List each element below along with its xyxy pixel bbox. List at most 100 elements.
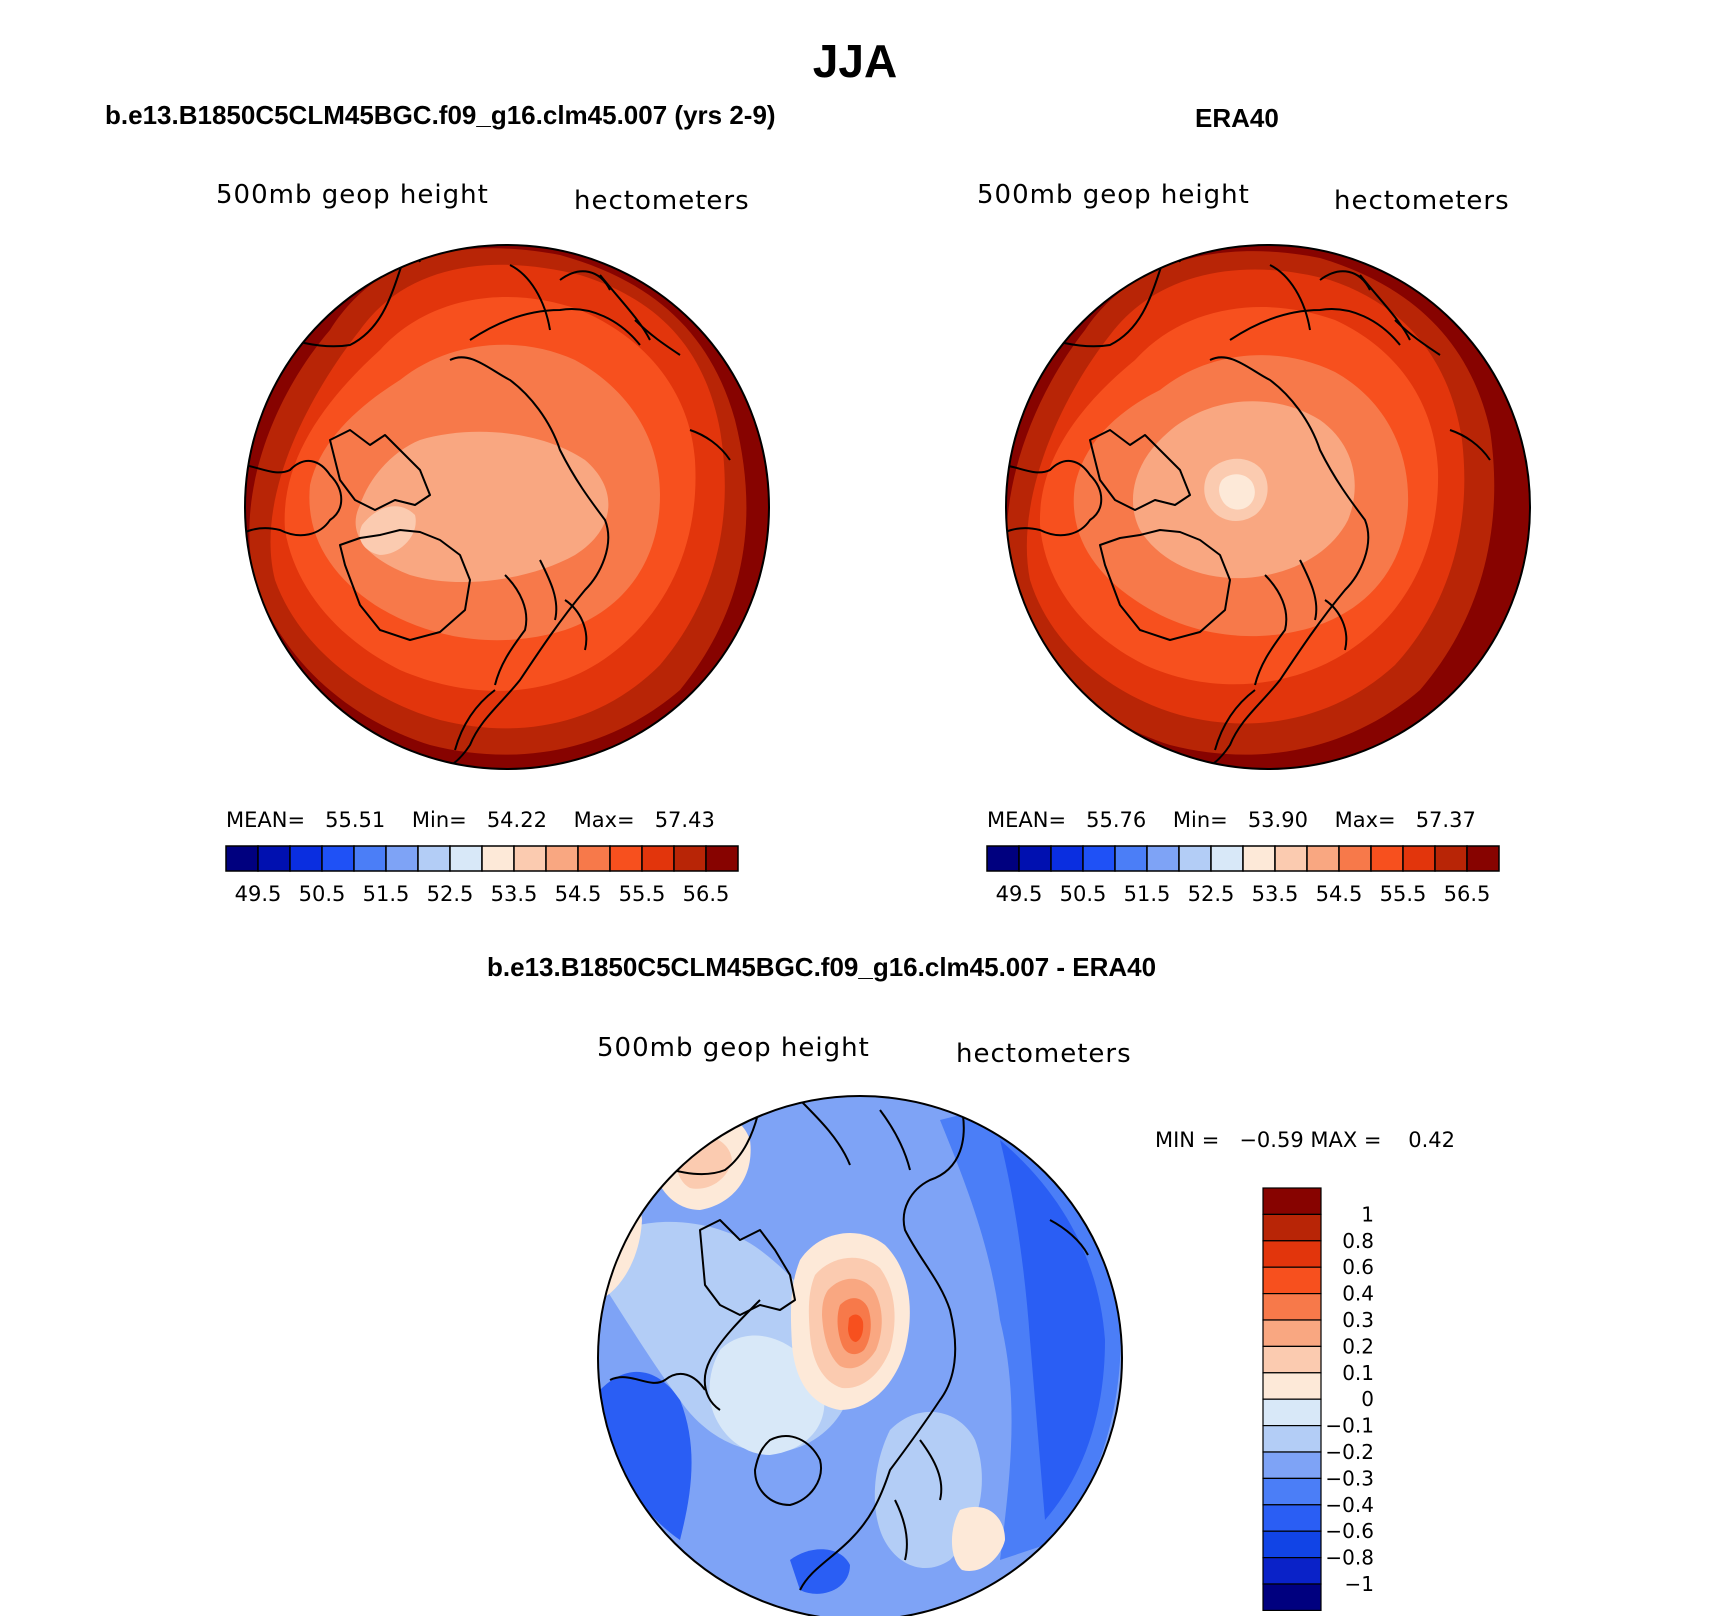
panel3-colorbar-box bbox=[1262, 1292, 1322, 1321]
panel1-colorbar-box bbox=[481, 845, 515, 872]
panel2-variable-label: 500mb geop height bbox=[977, 180, 1250, 210]
panel2-colorbar-tick-label: 49.5 bbox=[996, 882, 1043, 906]
panel1-colorbar-tick-label: 52.5 bbox=[427, 882, 474, 906]
panel1-colorbar-box bbox=[353, 845, 387, 872]
panel1-colorbar-tick-label: 49.5 bbox=[235, 882, 282, 906]
panel2-max-value: 57.37 bbox=[1415, 808, 1476, 832]
panel3-contour-fill bbox=[598, 1096, 1122, 1616]
panel3-stats: MIN = −0.59 MAX = 0.42 bbox=[1155, 1128, 1455, 1152]
panel3-coastlines bbox=[609, 1099, 1089, 1591]
panel2-colorbar-box bbox=[1242, 845, 1276, 872]
panel1-colorbar-box bbox=[609, 845, 643, 872]
panel1-colorbar-tick-label: 53.5 bbox=[491, 882, 538, 906]
panel1-colorbar-tick-label: 56.5 bbox=[683, 882, 730, 906]
panel1-max-label: Max= bbox=[573, 808, 635, 832]
panel2-min-value: 53.90 bbox=[1247, 808, 1308, 832]
panel2-colorbar-box bbox=[1018, 845, 1052, 872]
panel2-colorbar-tick-label: 53.5 bbox=[1252, 882, 1299, 906]
panel2-map bbox=[1005, 244, 1531, 770]
panel2-colorbar-box bbox=[1050, 845, 1084, 872]
panel2-coastlines bbox=[1006, 254, 1491, 769]
panel1-mean-label: MEAN= bbox=[226, 808, 306, 832]
panel1-colorbar-box bbox=[385, 845, 419, 872]
panel1-colorbar-tick-label: 55.5 bbox=[619, 882, 666, 906]
panel2-colorbar-box bbox=[1178, 845, 1212, 872]
panel1-colorbar-box bbox=[577, 845, 611, 872]
panel3-colorbar-box bbox=[1262, 1583, 1322, 1611]
panel1-case-title: b.e13.B1850C5CLM45BGC.f09_g16.clm45.007 … bbox=[105, 100, 776, 130]
panel3-colorbar-tick-label: 0.4 bbox=[1342, 1282, 1374, 1306]
panel2-colorbar-box bbox=[1306, 845, 1340, 872]
panel3-variable-label: 500mb geop height bbox=[597, 1033, 870, 1063]
panel1-map-border bbox=[244, 244, 770, 770]
panel3-case-title: b.e13.B1850C5CLM45BGC.f09_g16.clm45.007 … bbox=[487, 952, 1157, 982]
panel2-colorbar-box bbox=[1338, 845, 1372, 872]
panel1-colorbar-box bbox=[673, 845, 707, 872]
panel3-colorbar-tick-label: 0.3 bbox=[1342, 1308, 1374, 1332]
panel2-mean-label: MEAN= bbox=[987, 808, 1067, 832]
panel3-colorbar: 1 0.80.6 0.40.30.2 0.10 −0.1−0.2−0.3 −0.4−0.6… bbox=[1262, 1187, 1374, 1611]
panel1-colorbar-tick-label: 54.5 bbox=[555, 882, 602, 906]
panel3-colorbar-box bbox=[1262, 1266, 1322, 1295]
panel3-colorbar-tick-label: −0.2 bbox=[1325, 1440, 1374, 1464]
panel2-colorbar-tick-label: 54.5 bbox=[1316, 882, 1363, 906]
panel3-map bbox=[597, 1095, 1123, 1616]
panel1-min-value: 54.22 bbox=[486, 808, 547, 832]
panel1-colorbar-box bbox=[321, 845, 355, 872]
panel2-map-border bbox=[1005, 244, 1531, 770]
panel1-contour-fill bbox=[245, 245, 769, 769]
panel3-colorbar-box bbox=[1262, 1451, 1322, 1479]
panel3-colorbar-box bbox=[1262, 1345, 1322, 1374]
panel3-colorbar-tick-label: 0 bbox=[1361, 1387, 1374, 1411]
panel1-min-label: Min= bbox=[411, 808, 467, 832]
panel1-colorbar-box bbox=[513, 845, 547, 872]
panel3-level-0.1-south bbox=[951, 1506, 1005, 1571]
panel2-level-53.5 bbox=[1219, 474, 1255, 510]
panel2-colorbar-box bbox=[1434, 845, 1468, 872]
panel1-colorbar-box bbox=[449, 845, 483, 872]
panel3-level-minus-0.4-west bbox=[600, 1371, 692, 1540]
panel1-colorbar-tick-label: 50.5 bbox=[299, 882, 346, 906]
panel3-colorbar-box bbox=[1262, 1424, 1322, 1453]
panel3-colorbar-box bbox=[1262, 1504, 1322, 1532]
panel1-variable-label: 500mb geop height bbox=[216, 180, 489, 210]
panel3-level-0.6 bbox=[848, 1314, 864, 1342]
panel3-colorbar-box bbox=[1262, 1187, 1322, 1215]
panel3-units-label: hectometers bbox=[956, 1039, 1132, 1069]
panel3-colorbar-tick-label: −0.1 bbox=[1325, 1414, 1374, 1438]
panel3-colorbar-box bbox=[1262, 1398, 1322, 1427]
panel1-max-value: 57.43 bbox=[654, 808, 715, 832]
panel3-colorbar-tick-label: −0.6 bbox=[1325, 1519, 1374, 1543]
panel3-colorbar-tick-label: 0.2 bbox=[1342, 1334, 1374, 1358]
panel2-colorbar-box bbox=[1466, 845, 1500, 872]
panel2-colorbar-tick-label: 56.5 bbox=[1444, 882, 1491, 906]
panel1-colorbar-box bbox=[417, 845, 451, 872]
panel1-colorbar-box bbox=[705, 845, 739, 872]
panel3-colorbar-tick-label: −0.4 bbox=[1325, 1493, 1374, 1517]
panel1-stats: MEAN= 55.51 Min= 54.22 Max= 57.43 bbox=[226, 808, 715, 832]
panel2-mean-value: 55.76 bbox=[1086, 808, 1147, 832]
panel2-colorbar-tick-label: 50.5 bbox=[1060, 882, 1107, 906]
panel2-colorbar-box bbox=[1146, 845, 1180, 872]
panel2-max-label: Max= bbox=[1334, 808, 1396, 832]
panel3-colorbar-box bbox=[1262, 1530, 1322, 1559]
panel3-max-label: MAX = bbox=[1310, 1128, 1382, 1152]
panel1-colorbar-box bbox=[225, 845, 259, 872]
panel3-map-border bbox=[597, 1095, 1123, 1616]
panel2-colorbar-box bbox=[1370, 845, 1404, 872]
panel2-contour-fill bbox=[1006, 245, 1530, 769]
panel3-max-value: 0.42 bbox=[1408, 1128, 1455, 1152]
panel3-colorbar-box bbox=[1262, 1556, 1322, 1585]
panel1-map bbox=[244, 244, 770, 770]
panel3-colorbar-box bbox=[1262, 1372, 1322, 1400]
panel3-colorbar-box bbox=[1262, 1213, 1322, 1242]
panel2-min-label: Min= bbox=[1172, 808, 1228, 832]
panel2-colorbar-box bbox=[1082, 845, 1116, 872]
panel3-colorbar-box bbox=[1262, 1477, 1322, 1506]
panel1-colorbar-tick-label: 51.5 bbox=[363, 882, 410, 906]
panel3-colorbar-tick-label: −1 bbox=[1345, 1572, 1374, 1596]
panel2-colorbar: 49.5 50.5 51.5 52.5 53.5 54.5 55.5 56.5 bbox=[986, 845, 1500, 906]
panel2-colorbar-box bbox=[1114, 845, 1148, 872]
panel3-colorbar-tick-label: −0.3 bbox=[1325, 1466, 1374, 1490]
